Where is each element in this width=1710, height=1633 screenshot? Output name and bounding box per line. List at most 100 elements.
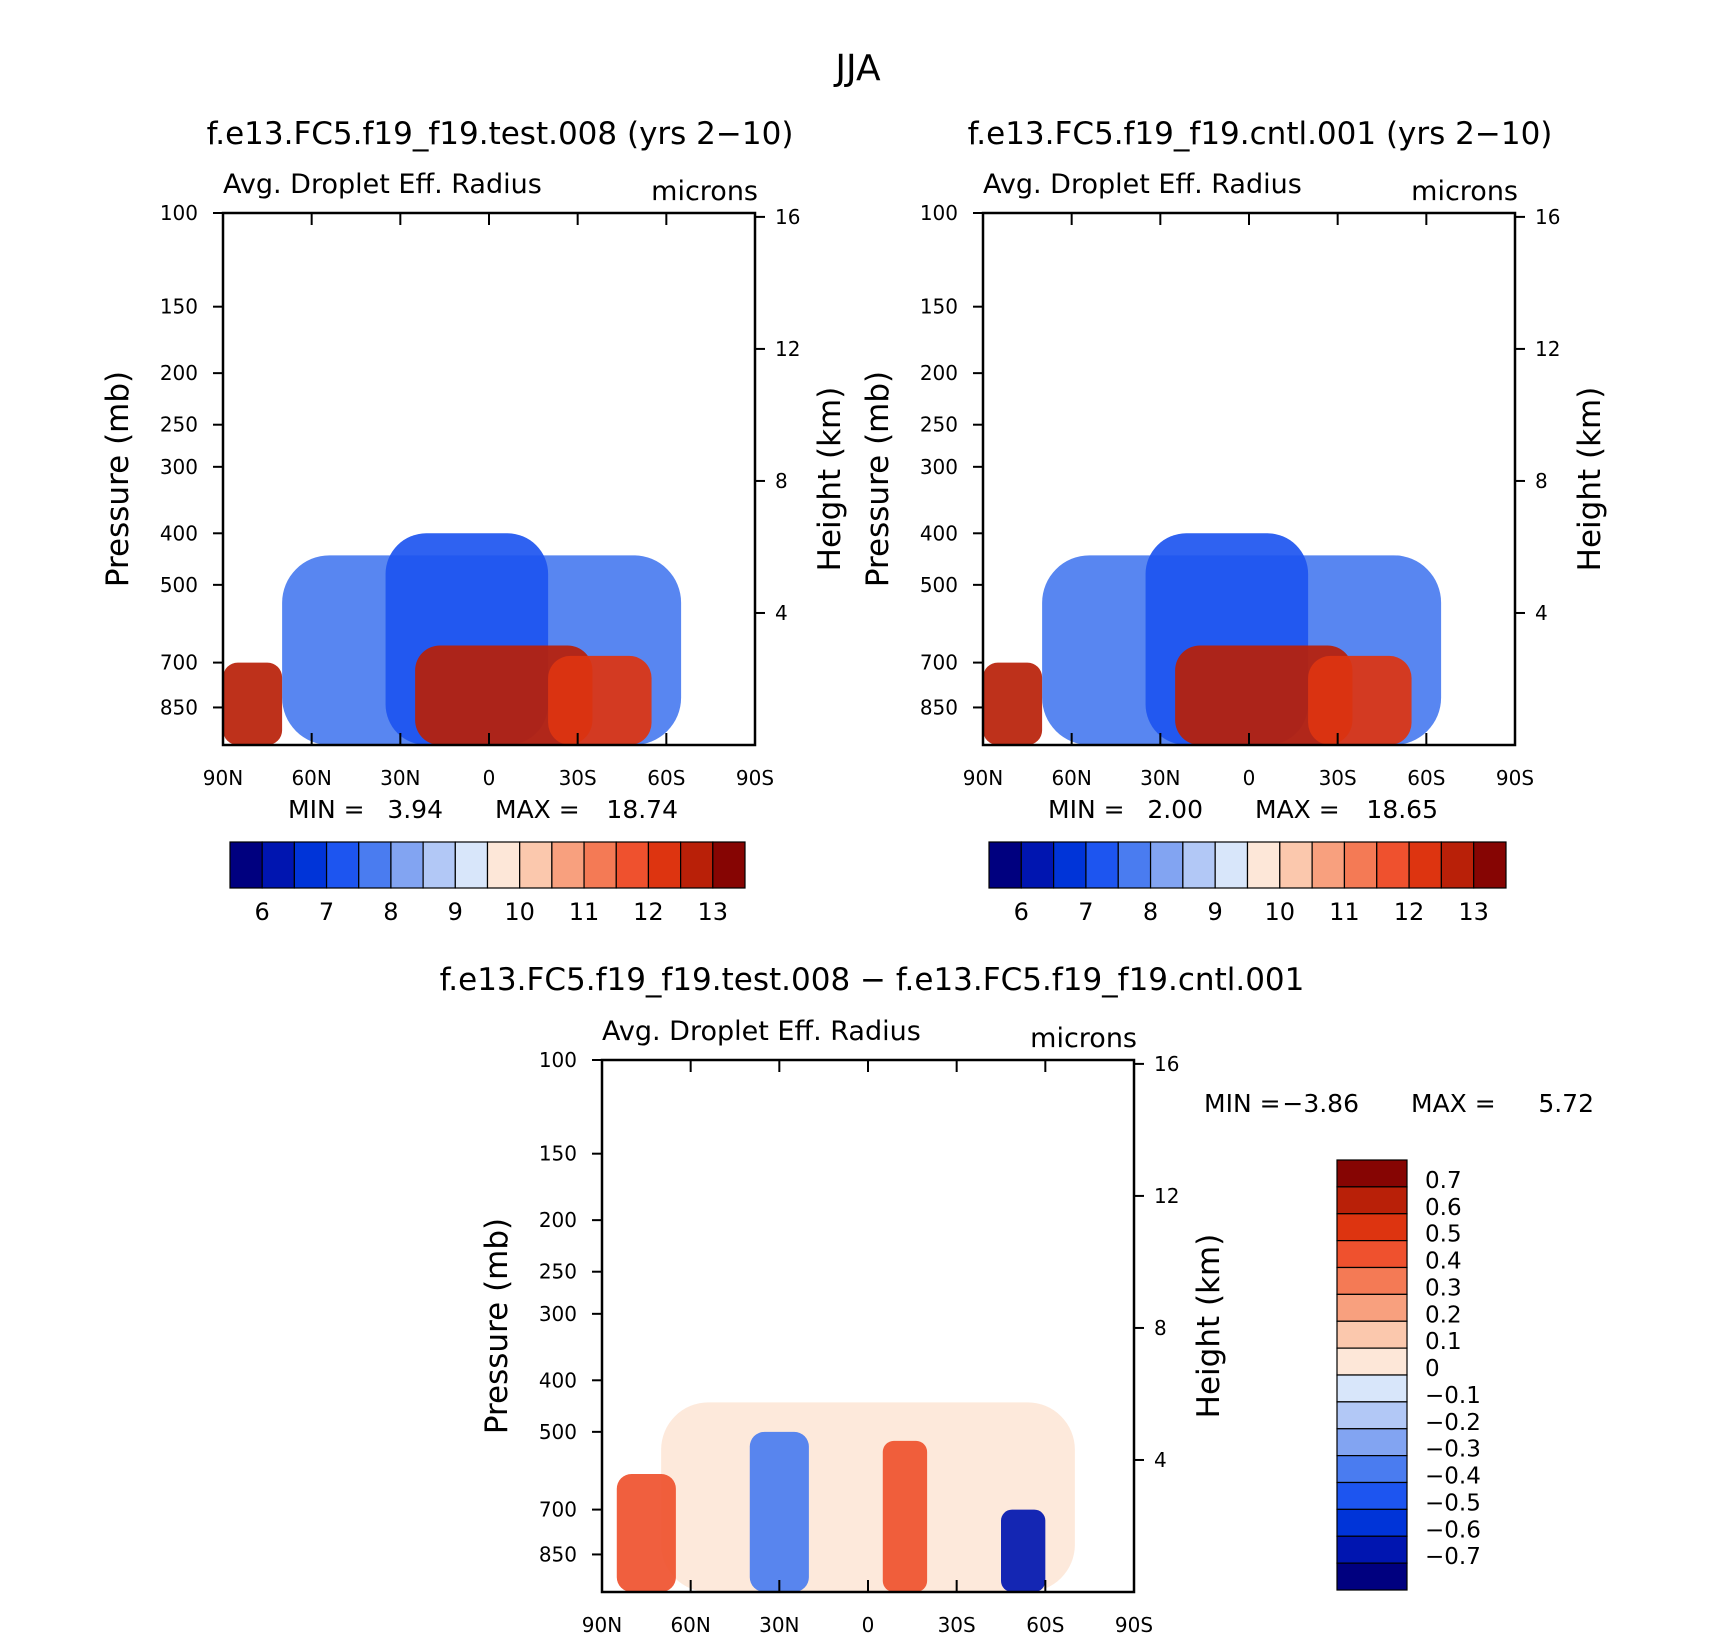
colorbar-label: −0.2 (1425, 1410, 1481, 1436)
x-tick-label: 60S (647, 766, 685, 790)
case-title: f.e13.FC5.f19_f19.test.008 (yrs 2−10) (207, 116, 794, 152)
colorbar-swatch (1336, 1213, 1408, 1242)
case-title: f.e13.FC5.f19_f19.cntl.001 (yrs 2−10) (968, 116, 1553, 152)
y-right-tick-label: 12 (1154, 1184, 1179, 1208)
max-value: 5.72 (1538, 1089, 1594, 1118)
colorbar-swatch (1440, 841, 1475, 889)
colorbar-swatch (390, 841, 424, 889)
y-tick-label: 250 (160, 413, 198, 437)
colorbar-swatch (1376, 841, 1410, 889)
y-tick-label: 200 (920, 361, 958, 385)
min-value: 2.00 (1147, 795, 1203, 824)
max-label: MAX = (1411, 1089, 1496, 1118)
y-tick-label: 500 (160, 573, 198, 597)
max-label: MAX = (495, 795, 580, 824)
colorbar-swatch (293, 841, 328, 889)
colorbar-swatch (1336, 1428, 1408, 1457)
y-right-tick-label: 16 (1154, 1052, 1179, 1076)
y-tick-label: 700 (539, 1498, 577, 1522)
colorbar-swatch (1053, 841, 1087, 889)
colorbar: 0.70.60.50.40.30.20.10−0.1−0.2−0.3−0.4−0… (1336, 1159, 1481, 1591)
y-tick-label: 150 (160, 295, 198, 319)
min-label: MIN = (288, 795, 365, 824)
contour-region-1 (749, 1431, 809, 1592)
x-tick-label: 90S (1115, 1613, 1153, 1633)
colorbar-label: 6 (255, 898, 270, 926)
y-tick-label: 200 (160, 361, 198, 385)
colorbar-swatch (1473, 841, 1507, 889)
min-label: MIN = (1048, 795, 1125, 824)
contour-region-3 (616, 1473, 676, 1592)
x-tick-label: 30S (559, 766, 597, 790)
contour-region-3 (1308, 655, 1412, 745)
max-value: 18.74 (606, 795, 678, 824)
y-tick-label: 850 (539, 1542, 577, 1566)
x-tick-label: 30N (759, 1613, 799, 1633)
colorbar-label: 7 (319, 898, 334, 926)
y-right-tick-label: 16 (1535, 205, 1560, 229)
panel-diff: f.e13.FC5.f19_f19.test.008 − f.e13.FC5.f… (440, 962, 1594, 1633)
y-axis-label: Pressure (mb) (860, 371, 896, 587)
min-value: −3.86 (1282, 1089, 1359, 1118)
y-tick-label: 300 (160, 455, 198, 479)
x-tick-label: 60S (1407, 766, 1445, 790)
variable-label: Avg. Droplet Eff. Radius (223, 169, 542, 200)
colorbar-swatch (1336, 1535, 1408, 1564)
contour-field (223, 533, 682, 745)
y-tick-label: 400 (539, 1368, 577, 1392)
colorbar-label: 11 (569, 898, 600, 926)
colorbar-swatch (680, 841, 714, 889)
y-right-tick-label: 12 (1535, 337, 1560, 361)
x-tick-label: 60S (1026, 1613, 1064, 1633)
colorbar-label: −0.4 (1425, 1464, 1481, 1490)
y-tick-label: 850 (920, 695, 958, 719)
y-tick-label: 700 (160, 651, 198, 675)
contour-region-4 (983, 662, 1043, 745)
colorbar-swatch (1279, 841, 1313, 889)
y-right-tick-label: 4 (775, 601, 788, 625)
x-tick-label: 30S (1319, 766, 1357, 790)
colorbar-swatch (1336, 1374, 1408, 1403)
case-title: f.e13.FC5.f19_f19.test.008 − f.e13.FC5.f… (440, 962, 1305, 998)
colorbar-label: −0.5 (1425, 1490, 1481, 1516)
colorbar-swatch (1408, 841, 1442, 889)
y-right-tick-label: 12 (775, 337, 800, 361)
colorbar-swatch (1149, 841, 1184, 889)
y-right-tick-label: 8 (1154, 1316, 1167, 1340)
y-tick-label: 250 (539, 1260, 577, 1284)
x-tick-label: 60N (1051, 766, 1091, 790)
colorbar-swatch (1336, 1347, 1408, 1376)
colorbar-swatch (583, 841, 617, 889)
colorbar: 6 7 8 9 10 11 12 13 (229, 841, 746, 926)
colorbar-label: 6 (1014, 898, 1029, 926)
contour-region-4 (1001, 1509, 1046, 1592)
colorbar-label: 11 (1329, 898, 1360, 926)
colorbar-swatch (454, 841, 489, 889)
colorbar-label: 0.6 (1425, 1195, 1462, 1221)
units-label: microns (651, 176, 758, 207)
panel-test: f.e13.FC5.f19_f19.test.008 (yrs 2−10) Avg… (100, 116, 848, 926)
colorbar-swatch (486, 841, 521, 889)
colorbar-swatch (1336, 1266, 1408, 1295)
y-right-tick-label: 4 (1154, 1448, 1167, 1472)
colorbar-swatch (1214, 841, 1249, 889)
y-axis-label: Pressure (mb) (479, 1218, 515, 1434)
colorbar-swatch (1085, 841, 1119, 889)
y-tick-label: 300 (539, 1302, 577, 1326)
min-label: MIN = (1204, 1089, 1281, 1118)
contour-field (983, 533, 1442, 745)
colorbar-label: 8 (383, 898, 398, 926)
colorbar-swatch (1311, 841, 1346, 889)
x-tick-label: 90N (203, 766, 243, 790)
y-right-tick-label: 8 (775, 469, 788, 493)
y-tick-label: 300 (920, 455, 958, 479)
max-label: MAX = (1255, 795, 1340, 824)
contour-field (616, 1402, 1075, 1592)
colorbar-label: 13 (698, 898, 729, 926)
colorbar-swatch (1336, 1186, 1408, 1215)
colorbar-label: 10 (504, 898, 535, 926)
colorbar-swatch (1020, 841, 1055, 889)
colorbar-label: 10 (1265, 898, 1296, 926)
units-label: microns (1030, 1023, 1137, 1054)
